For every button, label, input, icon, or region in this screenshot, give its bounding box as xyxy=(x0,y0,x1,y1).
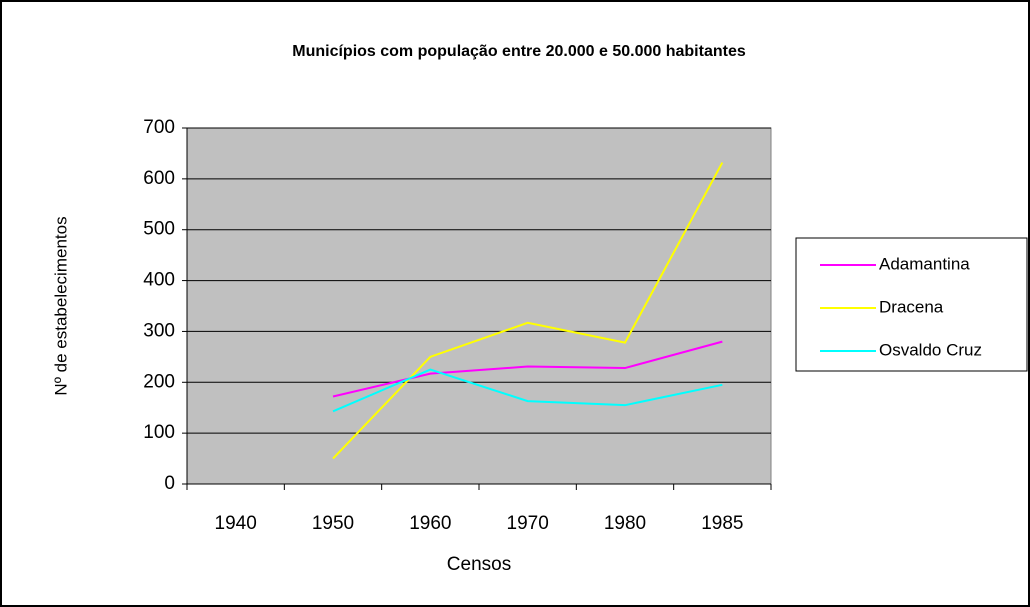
y-tick-label: 600 xyxy=(143,168,175,189)
legend-label: Dracena xyxy=(879,297,944,316)
x-tick-label: 1985 xyxy=(701,513,743,534)
x-tick-label: 1960 xyxy=(409,513,451,534)
x-tick-label: 1950 xyxy=(312,513,354,534)
x-tick-label: 1980 xyxy=(604,513,646,534)
y-tick-label: 400 xyxy=(143,270,175,291)
legend-label: Osvaldo Cruz xyxy=(879,340,982,359)
y-tick-label: 200 xyxy=(143,371,175,392)
y-tick-label: 500 xyxy=(143,219,175,240)
x-tick-label: 1970 xyxy=(507,513,549,534)
y-tick-label: 300 xyxy=(143,320,175,341)
chart-title: Municípios com população entre 20.000 e … xyxy=(292,43,746,60)
y-tick-label: 0 xyxy=(164,473,175,494)
legend-label: Adamantina xyxy=(879,254,970,273)
y-tick-label: 700 xyxy=(143,117,175,138)
legend-box xyxy=(795,237,1028,372)
x-tick-label: 1940 xyxy=(215,513,257,534)
series-line xyxy=(332,162,724,460)
y-axis-label: Nº de estabelecimentos xyxy=(51,216,70,395)
series-line xyxy=(332,340,723,398)
plot-area xyxy=(186,127,772,485)
y-tick-label: 100 xyxy=(143,422,175,443)
series-line xyxy=(332,368,723,413)
x-axis-label: Censos xyxy=(447,554,511,575)
